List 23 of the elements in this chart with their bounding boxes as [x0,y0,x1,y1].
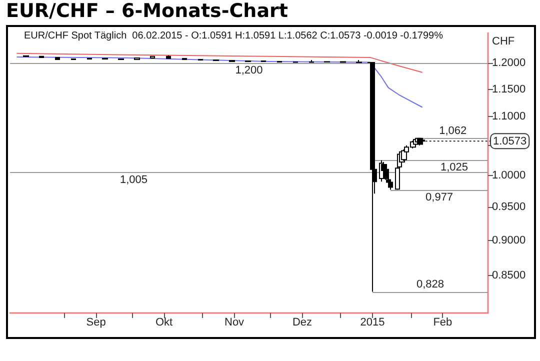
chart-title: EUR/CHF – 6-Monats-Chart [6,0,288,22]
y-tick-label: 0.9000 [492,234,526,246]
y-tick-label: 1.2000 [492,57,526,70]
ref-line-label: 1,062 [439,124,467,137]
y-tick-label: 0.9500 [492,201,526,214]
ref-line-label: 1,005 [120,174,148,186]
ref-line-label: 0,977 [426,191,454,204]
x-tick-label: Feb [433,316,452,328]
annotation: EUR/CHF Spot Täglich 06.02.2015 - O:1.0591 H:1.0591 L:1.0562 C:1.0573 -0.0019 -0.1799% [24,30,444,42]
annotation: 1.0573 [493,136,527,148]
ref-line-label: 0,828 [416,278,444,290]
x-tick-label: Okt [155,316,173,328]
ref-line-label: 1,200 [235,64,263,77]
x-tick-label: 2015 [360,316,385,328]
x-tick-label: Sep [86,316,106,328]
ref-line-label: 1,025 [440,162,468,174]
y-tick-label: 1.0000 [492,169,526,182]
x-tick-label: Nov [224,316,245,328]
y-tick-label: 0.8500 [492,270,526,282]
x-tick-label: Dez [292,316,312,328]
y-tick-label: 1.1000 [492,110,526,123]
y-axis-title: CHF [492,36,515,48]
y-tick-label: 1.1500 [492,83,526,96]
